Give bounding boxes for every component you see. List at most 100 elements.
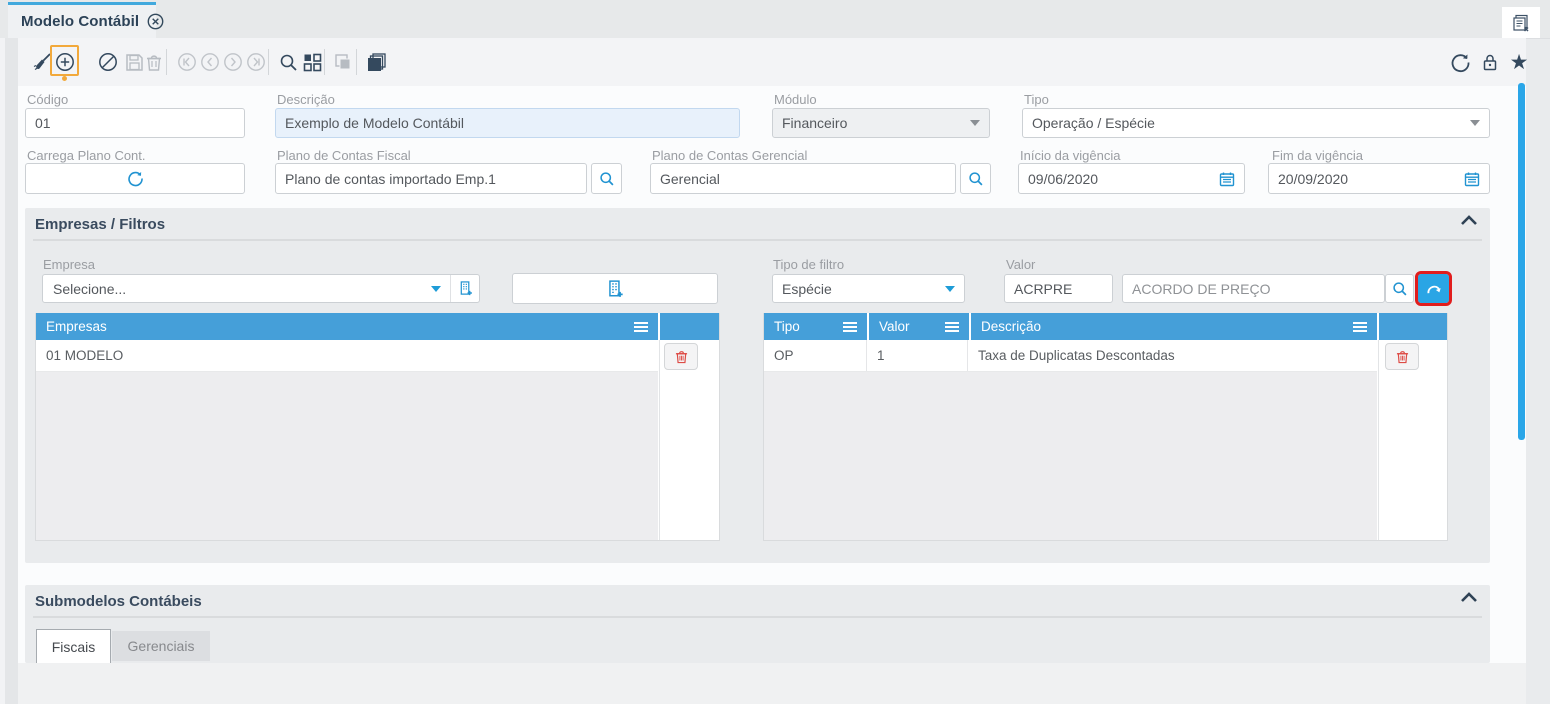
carrega-plano-field[interactable] [25, 163, 245, 194]
empresas-actions-header [660, 313, 719, 340]
favorite-star-icon: ★ [1509, 50, 1529, 74]
plano-gerencial-input[interactable] [660, 170, 946, 187]
chevron-down-icon [945, 285, 955, 292]
valor-code-input[interactable] [1014, 280, 1103, 297]
descricao-field-wrap [275, 108, 740, 138]
first-record-button[interactable] [173, 38, 201, 86]
building-plus-icon [460, 281, 472, 296]
cancel-icon [99, 53, 117, 71]
descricao-label: Descrição [277, 92, 335, 107]
codigo-field-wrap [25, 108, 245, 138]
plano-fiscal-input[interactable] [285, 170, 577, 187]
save-icon [125, 53, 143, 71]
filtros-row[interactable]: OP 1 Taxa de Duplicatas Descontadas [764, 340, 1377, 372]
panel-separator [33, 616, 1482, 618]
valor-description-text: ACORDO DE PREÇO [1132, 280, 1271, 297]
favorite-star-button[interactable]: ★ [1504, 38, 1534, 86]
codigo-input[interactable] [35, 115, 235, 131]
clean-icon [33, 53, 51, 71]
save-button[interactable] [120, 38, 148, 86]
empresa-name-cell: 01 MODELO [46, 348, 124, 363]
tipo-select[interactable]: Operação / Espécie [1022, 108, 1490, 138]
empresas-row[interactable]: 01 MODELO [36, 340, 658, 372]
delete-filtro-button[interactable] [1385, 343, 1419, 370]
inicio-vigencia-field-wrap [1018, 163, 1245, 194]
tab-fiscais[interactable]: Fiscais [36, 629, 111, 663]
add-button[interactable] [50, 38, 79, 86]
toolbar-divider [324, 49, 325, 75]
add-icon [55, 53, 74, 71]
grid-view-button[interactable] [297, 38, 327, 86]
delete-button[interactable] [140, 38, 168, 86]
filtros-table: Tipo Valor Descrição OP 1 Taxa de Duplic… [763, 313, 1448, 541]
tab-gerenciais[interactable]: Gerenciais [112, 631, 210, 661]
copy-button[interactable] [329, 38, 357, 86]
submodelos-title: Submodelos Contábeis [35, 593, 202, 610]
chevron-down-icon [431, 285, 441, 292]
column-divider [659, 340, 660, 540]
close-all-documents-icon [1513, 14, 1529, 32]
empresas-header-label: Empresas [46, 319, 107, 334]
collapse-chevron-up-icon[interactable] [1460, 591, 1478, 603]
add-company-button[interactable] [451, 281, 479, 296]
plano-gerencial-label: Plano de Contas Gerencial [652, 148, 808, 163]
filtros-actions-header [1379, 313, 1447, 340]
plano-gerencial-search-button[interactable] [960, 163, 991, 194]
inicio-vigencia-label: Início da vigência [1020, 148, 1121, 163]
valor-search-button[interactable] [1385, 274, 1414, 303]
next-record-button[interactable] [219, 38, 247, 86]
collapse-chevron-up-icon[interactable] [1460, 214, 1478, 226]
descricao-input[interactable] [285, 115, 730, 131]
plano-fiscal-label: Plano de Contas Fiscal [277, 148, 411, 163]
filtros-table-body [764, 340, 1377, 540]
trash-icon [675, 350, 687, 363]
descricao-header-label: Descrição [981, 319, 1042, 334]
plano-fiscal-field-wrap [275, 163, 587, 194]
tab-modelo-contabil[interactable]: Modelo Contábil [8, 2, 164, 38]
toolbar-divider [166, 49, 167, 75]
last-record-button[interactable] [242, 38, 270, 86]
lock-button[interactable] [1476, 38, 1504, 86]
search-icon [599, 171, 613, 185]
previous-record-button[interactable] [196, 38, 224, 86]
calendar-icon[interactable] [1219, 171, 1235, 187]
close-all-documents-button[interactable] [1502, 7, 1540, 38]
add-button-dot [62, 76, 67, 81]
modulo-select[interactable]: Financeiro [772, 108, 990, 138]
empresas-table-header: Empresas [36, 313, 658, 340]
layers-button[interactable] [361, 38, 391, 86]
curved-arrow-icon [1427, 285, 1441, 294]
cancel-button[interactable] [94, 38, 122, 86]
refresh-button[interactable] [1445, 38, 1475, 86]
valor-label: Valor [1006, 257, 1036, 272]
vertical-scrollbar-thumb[interactable] [1518, 83, 1525, 440]
tab-gerenciais-label: Gerenciais [127, 638, 195, 654]
tab-close-icon[interactable] [147, 13, 164, 30]
calendar-icon[interactable] [1464, 171, 1480, 187]
fim-vigencia-label: Fim da vigência [1272, 148, 1364, 163]
search-icon [280, 54, 297, 71]
add-filter-button[interactable] [1415, 271, 1452, 306]
tipo-filtro-select[interactable]: Espécie [772, 274, 965, 303]
search-button[interactable] [274, 38, 302, 86]
plano-fiscal-search-button[interactable] [591, 163, 622, 194]
empresa-select[interactable]: Selecione... [53, 280, 127, 297]
company-building-button[interactable] [512, 273, 718, 304]
filtro-valor-cell: 1 [867, 340, 968, 371]
empresas-filtros-panel: Empresas / Filtros Empresa Selecione... [25, 208, 1490, 563]
modulo-value: Financeiro [782, 115, 848, 131]
column-menu-icon[interactable] [843, 321, 857, 332]
tipo-header-label: Tipo [774, 319, 800, 334]
refresh-icon [127, 171, 143, 187]
inicio-vigencia-input[interactable] [1028, 170, 1219, 187]
delete-empresa-button[interactable] [664, 343, 698, 370]
column-menu-icon[interactable] [1353, 321, 1367, 332]
clean-button[interactable] [28, 38, 56, 86]
column-menu-icon[interactable] [634, 321, 648, 332]
toolbar-divider [356, 49, 357, 75]
layers-icon [368, 52, 386, 71]
fim-vigencia-input[interactable] [1278, 170, 1464, 187]
tab-fiscais-label: Fiscais [51, 638, 96, 655]
column-menu-icon[interactable] [945, 321, 959, 332]
